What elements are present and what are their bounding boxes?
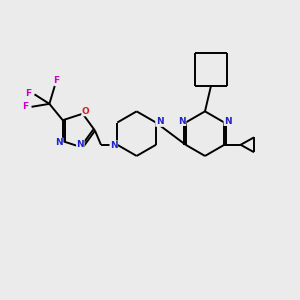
Text: N: N [224,116,232,125]
Text: F: F [22,102,28,111]
Text: N: N [156,117,163,126]
Text: N: N [110,141,118,150]
Text: N: N [178,116,186,125]
Text: F: F [53,76,59,85]
Text: N: N [56,138,63,147]
Text: F: F [25,89,31,98]
Text: O: O [82,107,89,116]
Text: N: N [76,140,84,149]
